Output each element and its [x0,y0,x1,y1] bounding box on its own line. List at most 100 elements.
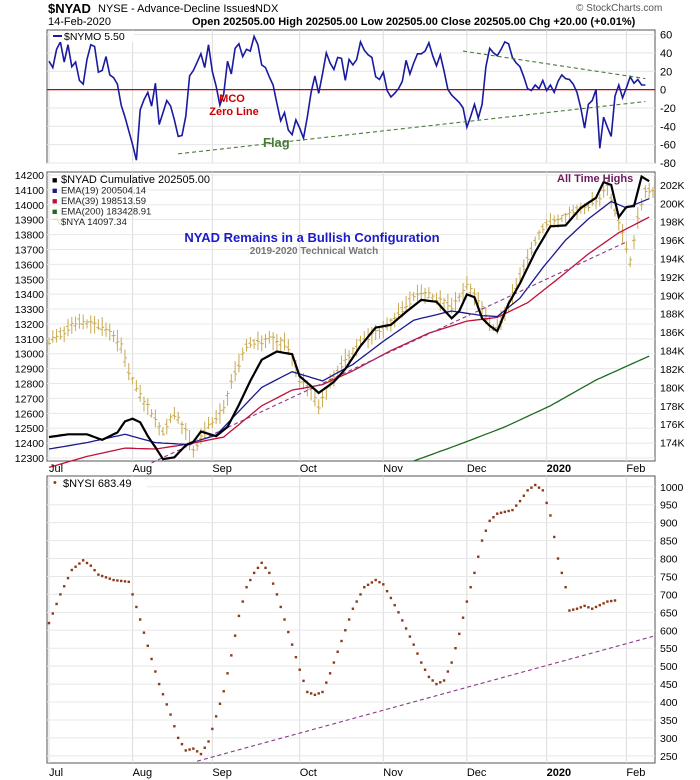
x-tick-label: Sep [212,767,232,779]
right-tick-label: 196K [660,235,685,247]
nysi-point [461,616,465,619]
nysi-point [431,679,434,682]
nysi-point [401,619,404,622]
ema200-line [413,355,650,462]
x-tick-label: Sep [212,463,232,475]
nysi-point [268,571,271,575]
nysi-point [507,509,510,513]
left-tick-label: 13700 [15,244,44,256]
nysi-point [332,661,336,664]
nysi-point [154,670,157,673]
nysi-point [340,639,343,643]
nysi-point [408,635,412,638]
nysi-point [370,581,374,584]
nysi-point [610,599,613,603]
x-tick-label: Dec [467,463,487,475]
right-tick-label: 186K [660,327,685,339]
nysi-point [176,736,180,740]
legend-label: EMA(200) 183428.91 [61,207,151,218]
nysi-point [427,675,431,679]
y-tick-label: 700 [660,589,678,601]
right-tick-label: 176K [660,419,685,431]
nysi-point [473,571,476,575]
nysi-point [112,578,115,582]
middle-trend-line [151,241,627,464]
nysi-point [556,557,560,560]
nysi-point [416,652,419,655]
nysi-point [439,681,442,684]
nysi-point [450,661,453,664]
watermark: © StockCharts.com [576,3,663,14]
nysi-point [477,555,480,558]
bottom-panel-frame [46,475,656,764]
nysi-point [127,580,130,584]
nysi-point [104,576,108,579]
nysi-point [397,611,400,614]
bottom-trend-line [197,635,654,762]
nysi-point [393,603,396,607]
nysi-point [275,593,279,596]
y-tick-label: 400 [660,697,678,709]
nysi-point [355,600,358,603]
nysi-point [366,583,370,587]
ema39-line [48,216,650,469]
nysi-point [116,579,119,582]
y-tick-label: 1000 [660,482,684,494]
nysi-point [420,661,423,664]
nysi-point [233,634,237,637]
nysi-point [564,586,567,589]
legend-marker: ■ [52,175,57,185]
nysi-point [518,499,522,503]
nysi-point [157,682,161,686]
chart-header: $NYAD NYSE - Advance-Decline Issues INDX… [0,0,700,30]
nysi-point [74,565,77,568]
date: 14-Feb-2020 [48,16,111,28]
nysi-point [249,578,252,582]
nysi-point [66,576,70,580]
nysi-point [454,647,457,650]
nysi-point [279,605,282,609]
x-tick-label: Jul [49,767,63,779]
legend-marker: ■ [52,207,57,217]
nysi-point [385,589,389,593]
nysi-point [321,690,324,694]
nysi-point [230,654,233,657]
nysi-point [55,602,58,606]
y-tick-label: 450 [660,679,678,691]
nysi-point [480,539,484,542]
description: NYSE - Advance-Decline Issues [98,3,256,15]
nysi-point [169,713,172,716]
nysi-point [363,586,366,589]
right-tick-label: 174K [660,438,685,450]
nymo-line [48,34,646,161]
nysi-point [309,692,313,695]
nysi-point [374,578,377,582]
legend-marker: ■ [52,186,57,196]
y-tick-label: 350 [660,715,678,727]
right-tick-label: 182K [660,364,685,376]
left-tick-label: 12700 [15,393,44,405]
y-tick-label: -40 [660,121,676,133]
nysi-point [598,603,602,607]
left-tick-label: 12400 [15,438,44,450]
y-tick-label: 40 [660,48,672,60]
nysi-point [298,668,301,671]
legend-label: EMA(39) 198513.59 [61,196,146,207]
nysi-point [568,609,571,612]
all-time-highs-annotation: All Time Highs [557,173,633,185]
nysi-point [435,682,438,686]
nysi-point [488,519,491,523]
x-tick-label: 2020 [547,767,571,779]
nysi-point [336,650,339,653]
nysi-point [203,746,206,749]
nysi-point [207,740,210,743]
nysi-point [135,605,138,609]
nysi-point [123,580,127,583]
ema19-line [48,198,650,450]
nysi-point [108,577,111,580]
x-tick-label: Nov [383,767,403,779]
x-tick-label: Oct [300,767,317,779]
y-tick-label: -60 [660,140,676,152]
nysi-point [195,750,199,753]
